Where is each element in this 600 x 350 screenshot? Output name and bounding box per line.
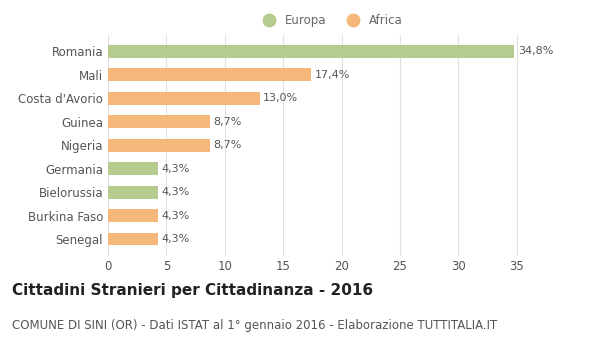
- Bar: [108, 45, 514, 58]
- Bar: [108, 92, 260, 105]
- Text: Cittadini Stranieri per Cittadinanza - 2016: Cittadini Stranieri per Cittadinanza - 2…: [12, 284, 373, 299]
- Text: 34,8%: 34,8%: [518, 47, 553, 56]
- Text: 4,3%: 4,3%: [162, 187, 190, 197]
- Bar: [108, 139, 209, 152]
- Bar: [108, 233, 158, 245]
- Text: 4,3%: 4,3%: [162, 164, 190, 174]
- Text: 8,7%: 8,7%: [213, 117, 241, 127]
- Text: 4,3%: 4,3%: [162, 234, 190, 244]
- Legend: Europa, Africa: Europa, Africa: [252, 9, 408, 32]
- Text: 8,7%: 8,7%: [213, 140, 241, 150]
- Text: 13,0%: 13,0%: [263, 93, 298, 103]
- Text: COMUNE DI SINI (OR) - Dati ISTAT al 1° gennaio 2016 - Elaborazione TUTTITALIA.IT: COMUNE DI SINI (OR) - Dati ISTAT al 1° g…: [12, 318, 497, 331]
- Text: 4,3%: 4,3%: [162, 211, 190, 220]
- Bar: [108, 209, 158, 222]
- Text: 17,4%: 17,4%: [314, 70, 350, 80]
- Bar: [108, 69, 311, 81]
- Bar: [108, 162, 158, 175]
- Bar: [108, 186, 158, 198]
- Bar: [108, 116, 209, 128]
